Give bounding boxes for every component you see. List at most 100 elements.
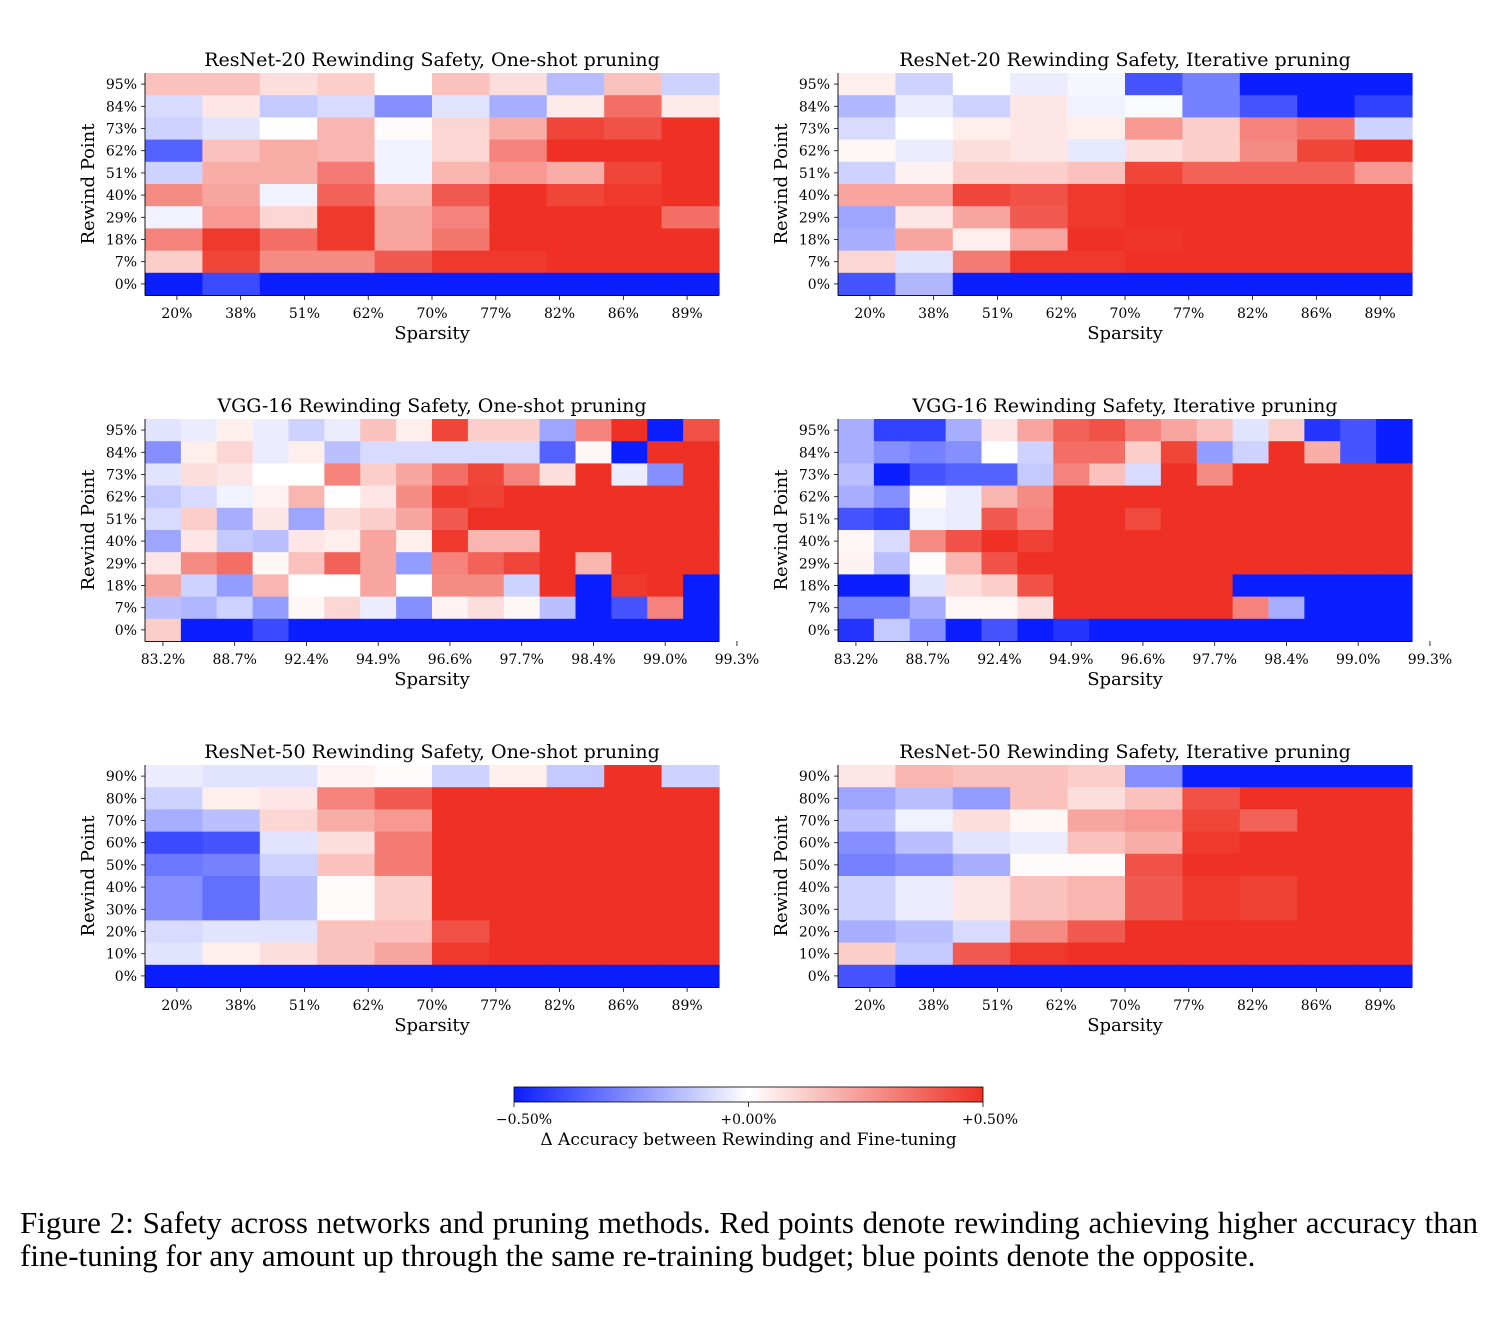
heatmap-cell bbox=[546, 898, 605, 921]
heatmap-cell bbox=[661, 876, 720, 899]
heatmap-cell bbox=[467, 507, 505, 531]
heatmap-cell bbox=[895, 765, 954, 788]
heatmap-cell bbox=[952, 117, 1011, 141]
heatmap-cell bbox=[489, 898, 548, 921]
heatmap-cell bbox=[661, 853, 720, 877]
heatmap-cell bbox=[288, 618, 325, 642]
heatmap-cell bbox=[1304, 574, 1341, 598]
heatmap-cell bbox=[145, 206, 203, 229]
heatmap-cell bbox=[1239, 250, 1298, 274]
heatmap-cell bbox=[838, 964, 896, 988]
x-tick-label: 62% bbox=[1046, 306, 1077, 322]
heatmap-cell bbox=[432, 161, 490, 185]
y-tick-label: 10% bbox=[799, 947, 830, 963]
heatmap-cell bbox=[1125, 596, 1162, 620]
heatmap-cell bbox=[611, 574, 648, 598]
heatmap-cell bbox=[1053, 618, 1090, 642]
heatmap-cell bbox=[1297, 942, 1356, 966]
heatmap-cell bbox=[873, 507, 911, 531]
heatmap-panel: 95% 84% 73% 62% 51% 40% 29% 18% 7% 0%83.2% 88.7% 92… bbox=[771, 395, 1452, 690]
y-tick-label: 80% bbox=[106, 791, 137, 807]
heatmap-cell bbox=[838, 95, 896, 118]
heatmap-cell bbox=[1304, 485, 1341, 509]
heatmap-cell bbox=[873, 485, 911, 509]
heatmap-cell bbox=[1010, 139, 1069, 163]
heatmap-cell bbox=[396, 574, 433, 598]
heatmap-cell bbox=[317, 920, 376, 944]
x-tick-label: 92.4% bbox=[284, 652, 328, 668]
heatmap-cell bbox=[1232, 530, 1270, 553]
heatmap-cell bbox=[1376, 441, 1413, 464]
heatmap-cell bbox=[1089, 441, 1126, 464]
heatmap-cell bbox=[611, 530, 648, 553]
heatmap-cell bbox=[145, 161, 203, 185]
heatmap-cell bbox=[873, 552, 911, 575]
heatmap-cell bbox=[1010, 898, 1069, 921]
heatmap-cell bbox=[838, 942, 896, 966]
heatmap-cell bbox=[216, 463, 254, 487]
heatmap-cell bbox=[1067, 787, 1126, 810]
heatmap-panel: 90% 80% 70% 60% 50% 40% 30% 20% 10% 0% 20% 38% 51% 62… bbox=[771, 741, 1413, 1036]
x-tick-label: 94.9% bbox=[1049, 652, 1093, 668]
y-tick-label: 62% bbox=[106, 144, 137, 160]
heatmap-cell bbox=[467, 485, 505, 509]
heatmap-cell bbox=[374, 831, 433, 855]
y-tick-label: 84% bbox=[106, 445, 137, 461]
colorbar-tick-label-mid: +0.00% bbox=[720, 1112, 776, 1128]
heatmap-cell bbox=[539, 507, 577, 531]
heatmap-cell bbox=[259, 942, 318, 966]
colorbar: −0.50% +0.00% +0.50% Δ Accuracy between … bbox=[496, 1086, 1018, 1150]
heatmap-cell bbox=[1089, 552, 1126, 575]
heatmap-cell bbox=[1196, 441, 1234, 464]
heatmap-cell bbox=[1297, 831, 1356, 855]
x-tick-label: 96.6% bbox=[428, 652, 472, 668]
heatmap-cell bbox=[1354, 228, 1413, 252]
heatmap-cell bbox=[546, 765, 605, 788]
heatmap-cell bbox=[1089, 419, 1126, 442]
heatmap-cell bbox=[952, 898, 1011, 921]
heatmap-cell bbox=[838, 419, 875, 442]
heatmap-cell bbox=[1239, 765, 1298, 788]
heatmap-cell bbox=[661, 73, 720, 96]
heatmap-cell bbox=[838, 228, 896, 252]
heatmap-cell bbox=[180, 441, 218, 464]
heatmap-cell bbox=[1340, 574, 1377, 598]
x-tick-label: 97.7% bbox=[499, 652, 543, 668]
heatmap-cell bbox=[1010, 920, 1069, 944]
heatmap-cell bbox=[546, 853, 605, 877]
x-tick-label: 38% bbox=[225, 306, 256, 322]
heatmap-cell bbox=[489, 876, 548, 899]
heatmap-cell bbox=[489, 95, 548, 118]
y-axis-label: Rewind Point bbox=[78, 123, 99, 245]
heatmap-cell bbox=[467, 463, 505, 487]
heatmap-cell bbox=[539, 530, 577, 553]
heatmap-cell bbox=[1182, 765, 1241, 788]
heatmap-cell bbox=[1125, 441, 1162, 464]
heatmap-cell bbox=[360, 463, 397, 487]
heatmap-cell bbox=[1239, 964, 1298, 988]
x-axis-label: Sparsity bbox=[394, 323, 470, 344]
heatmap-cell bbox=[396, 530, 433, 553]
heatmap-cell bbox=[432, 117, 490, 141]
heatmap-cell bbox=[1053, 419, 1090, 442]
heatmap-cell bbox=[202, 809, 261, 833]
x-tick-label: 51% bbox=[982, 998, 1013, 1014]
heatmap-cell bbox=[1239, 228, 1298, 252]
heatmap-cell bbox=[604, 831, 663, 855]
heatmap-cell bbox=[1067, 765, 1126, 788]
heatmap-cell bbox=[838, 250, 896, 274]
heatmap-cell bbox=[546, 184, 605, 207]
heatmap-cell bbox=[374, 117, 433, 141]
heatmap-cell bbox=[1067, 964, 1126, 988]
heatmap-cell bbox=[374, 853, 433, 877]
heatmap-cell bbox=[145, 765, 203, 788]
heatmap-cell bbox=[1182, 787, 1241, 810]
heatmap-cell bbox=[317, 272, 376, 296]
heatmap-cell bbox=[360, 441, 397, 464]
heatmap-cell bbox=[1125, 272, 1183, 296]
heatmap-cell bbox=[1354, 206, 1413, 229]
heatmap-cell bbox=[145, 853, 203, 877]
y-tick-label: 95% bbox=[799, 423, 830, 439]
heatmap-cell bbox=[952, 787, 1011, 810]
heatmap-cell bbox=[489, 765, 548, 788]
